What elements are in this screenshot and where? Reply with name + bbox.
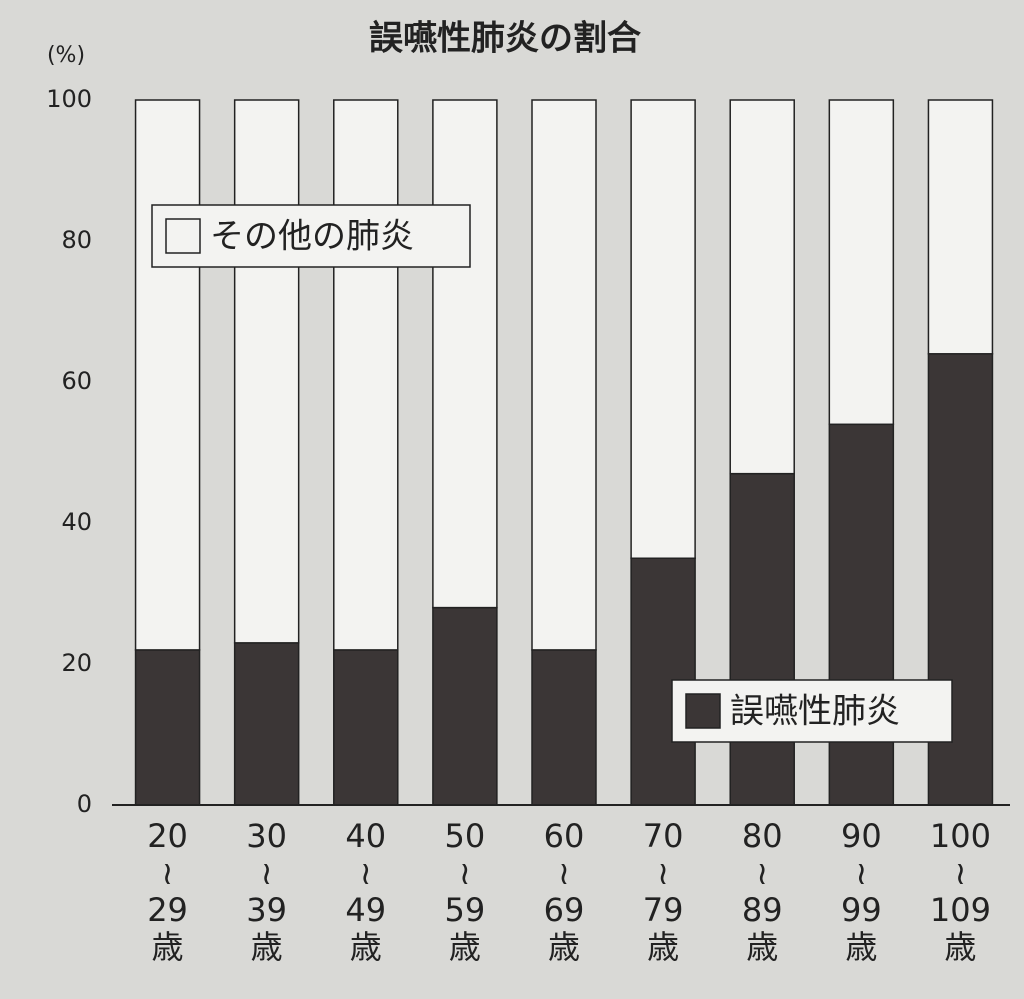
x-tick-label: 80 ≀ 89 歳 <box>741 817 783 966</box>
bar-segment <box>828 423 895 806</box>
bar-segment <box>729 472 795 806</box>
y-tick-label: 60 <box>61 367 92 395</box>
bar-segment <box>134 649 201 806</box>
legend-swatch <box>165 218 201 254</box>
x-tick-label: 20 ≀ 29 歳 <box>147 817 188 966</box>
x-tick-label: 90 ≀ 99 歳 <box>840 817 882 966</box>
legend-swatch <box>685 693 721 729</box>
bar-segment <box>828 99 895 426</box>
x-tick-label: 50 ≀ 59 歳 <box>444 817 486 966</box>
x-tick-label: 100 ≀ 109 歳 <box>929 817 991 966</box>
bar-segment <box>233 99 300 644</box>
y-tick-label: 20 <box>61 649 92 677</box>
y-tick-label: 0 <box>77 790 92 818</box>
x-tick-label: 70 ≀ 79 歳 <box>642 817 684 966</box>
legend-label: 誤嚥性肺炎 <box>730 692 900 732</box>
x-tick-label: 40 ≀ 49 歳 <box>345 817 387 966</box>
y-tick-label: 40 <box>61 508 92 536</box>
bar-segment <box>134 99 201 651</box>
bar-segment <box>432 99 498 609</box>
y-axis-label: (%) <box>47 43 85 68</box>
x-tick-label: 30 ≀ 39 歳 <box>246 817 288 966</box>
bar-segment <box>927 99 994 355</box>
y-tick-label: 100 <box>46 85 92 113</box>
x-tick-label: 60 ≀ 69 歳 <box>543 817 585 966</box>
bar-segment <box>630 99 696 559</box>
bar-segment <box>531 99 597 651</box>
bar-segment <box>333 649 399 806</box>
y-tick-label: 80 <box>61 226 92 254</box>
bar-segment <box>729 99 795 475</box>
bar-segment <box>233 642 300 806</box>
bar-segment <box>432 606 498 806</box>
bar-segment <box>531 649 597 806</box>
legend-box <box>151 204 471 268</box>
legend-label: その他の肺炎 <box>210 217 414 257</box>
bar-segment <box>333 99 399 651</box>
chart-title: 誤嚥性肺炎の割合 <box>369 19 641 59</box>
